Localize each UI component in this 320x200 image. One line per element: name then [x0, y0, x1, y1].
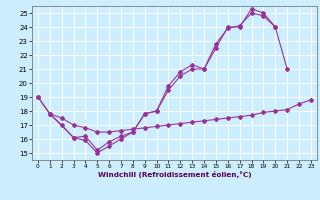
X-axis label: Windchill (Refroidissement éolien,°C): Windchill (Refroidissement éolien,°C) [98, 171, 251, 178]
